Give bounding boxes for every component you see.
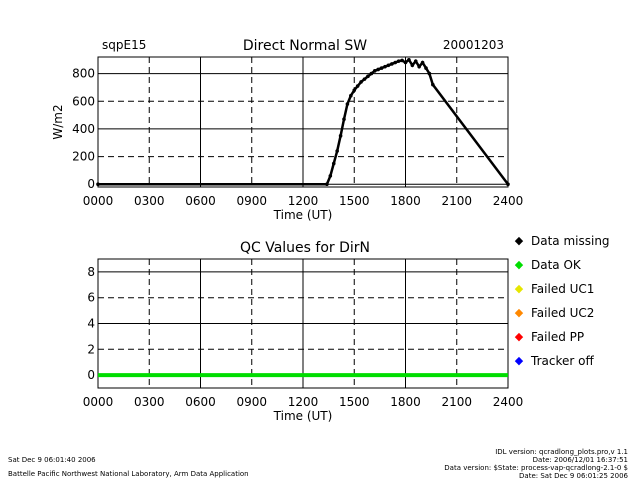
y-tick-label: 400 (72, 122, 95, 136)
x-tick-label: 0000 (83, 194, 114, 208)
data-point (407, 57, 411, 62)
y-tick-label: 0 (87, 177, 95, 191)
x-tick-label: 2100 (441, 194, 472, 208)
x-tick-label: 2400 (493, 194, 524, 208)
x-tick-label: 1800 (390, 194, 421, 208)
chart-title: Direct Normal SW (243, 38, 367, 54)
legend-label: Failed UC2 (531, 306, 594, 320)
data-point (359, 80, 363, 84)
data-point (338, 134, 343, 138)
data-point (376, 67, 380, 72)
data-point (420, 60, 425, 65)
data-point (393, 60, 398, 65)
data-point (410, 63, 415, 68)
data-point (369, 71, 374, 76)
data-point (413, 59, 418, 63)
legend-marker: ◆ (515, 306, 524, 319)
legend-label: Tracker off (530, 354, 594, 368)
data-point (424, 66, 428, 70)
data-point (400, 58, 404, 63)
data-point (352, 88, 357, 92)
footer-data-date: Date: Sat Dec 9 06:01:25 2006 (519, 472, 628, 480)
site-label: sqpE15 (102, 38, 146, 52)
data-point (362, 77, 367, 81)
direct-normal-sw-plot: 0000 0300 0600 0900 1200 1500 1800 2100 2400 0 200… (51, 38, 523, 222)
x-tick-label: 1500 (339, 395, 370, 409)
x-tick-label: 0300 (134, 395, 165, 409)
data-point (328, 174, 333, 178)
x-tick-label: 1500 (339, 194, 370, 208)
y-tick-label: 4 (87, 317, 95, 331)
y-tick-label: 2 (87, 342, 95, 356)
data-point (349, 93, 353, 98)
dirn-series-line (98, 57, 509, 186)
x-tick-label: 1800 (390, 395, 421, 409)
x-tick-label: 1200 (288, 194, 319, 208)
y-tick-label: 6 (87, 291, 95, 305)
y-tick-label: 200 (72, 150, 95, 164)
legend-marker: ◆ (515, 330, 524, 343)
plot-frame (97, 56, 509, 188)
data-point (417, 64, 421, 69)
legend-label: Data missing (531, 234, 610, 248)
x-tick-label: 2100 (441, 395, 472, 409)
data-point (506, 182, 510, 187)
footer-data-version: Data version: $State: process-vap-qcradl… (444, 464, 628, 472)
x-tick-label: 0300 (134, 194, 165, 208)
data-point (396, 59, 401, 63)
chart-title: QC Values for DirN (240, 240, 370, 256)
x-tick-label: 0600 (185, 194, 216, 208)
x-tick-label: 0900 (236, 194, 267, 208)
y-tick-label: 0 (87, 368, 95, 382)
data-point (403, 60, 408, 65)
data-point (335, 149, 339, 153)
legend-label: Data OK (531, 258, 582, 272)
data-point (345, 102, 350, 106)
y-axis-label: W/m2 (51, 104, 65, 139)
x-tick-label: 1200 (288, 395, 319, 409)
legend-marker: ◆ (515, 354, 524, 367)
footer-timestamp: Sat Dec 9 06:01:40 2006 (8, 456, 96, 464)
data-point (390, 62, 394, 66)
data-point (372, 69, 377, 73)
x-tick-label: 0600 (185, 395, 216, 409)
data-point (383, 64, 387, 69)
date-label: 20001203 (443, 38, 504, 52)
data-point (379, 66, 384, 70)
y-tick-label: 800 (72, 67, 95, 81)
legend-label: Failed UC1 (531, 282, 594, 296)
data-point (431, 82, 435, 87)
footer-idl-date: Date: 2006/12/01 16:37:51 (532, 456, 628, 464)
x-axis-label: Time (UT) (273, 409, 333, 423)
qc-values-plot: 0000 0300 0600 0900 1200 1500 1800 2100 2400 0 2 4 6… (83, 240, 524, 423)
data-point (331, 161, 336, 166)
x-axis-label: Time (UT) (273, 208, 333, 222)
footer-lab: Battelle Pacific Northwest National Labo… (8, 470, 249, 478)
footer-idl-version: IDL version: qcradlong_plots.pro,v 1.1 (495, 448, 628, 456)
legend-marker: ◆ (515, 258, 524, 271)
y-tick-label: 8 (87, 265, 95, 279)
x-tick-label: 0900 (236, 395, 267, 409)
data-point (325, 182, 329, 187)
legend-marker: ◆ (515, 282, 524, 295)
data-point (342, 117, 346, 122)
plot-frame (97, 258, 509, 389)
y-tick-label: 600 (72, 94, 95, 108)
legend-label: Failed PP (531, 330, 584, 344)
data-point (355, 84, 360, 88)
data-point (366, 74, 370, 79)
data-point (386, 63, 391, 68)
data-point (96, 182, 100, 187)
x-tick-label: 0000 (83, 395, 114, 409)
legend: ◆ Data missing ◆ Data OK ◆ Failed UC1 ◆ Failed … (515, 234, 610, 368)
data-point (427, 71, 432, 76)
legend-marker: ◆ (515, 234, 524, 247)
x-tick-label: 2400 (493, 395, 524, 409)
